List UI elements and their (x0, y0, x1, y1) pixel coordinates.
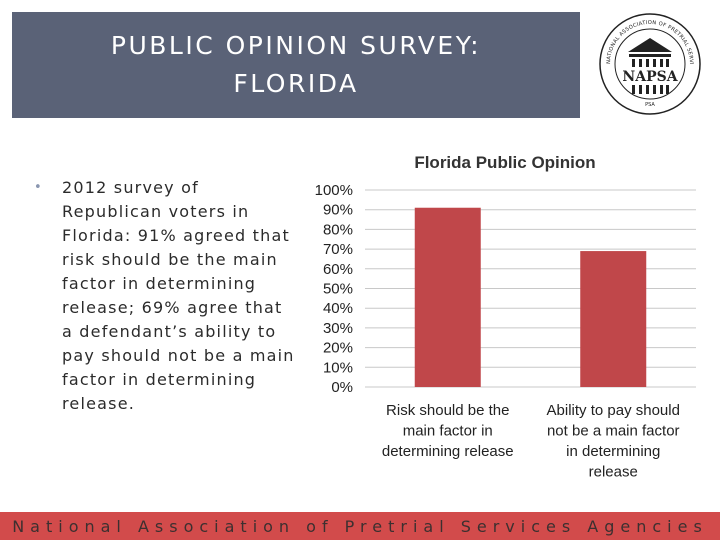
x-tick-label: release (589, 464, 638, 481)
y-tick-label: 30% (323, 320, 353, 337)
bullet-text: 2012 survey of Republican voters in Flor… (62, 178, 295, 413)
x-tick-label: Ability to pay should (547, 402, 680, 419)
footer-bar: National Association of Pretrial Service… (0, 512, 720, 540)
x-tick-label: Risk should be the (386, 402, 509, 419)
y-tick-label: 60% (323, 261, 353, 278)
bar-chart: Florida Public Opinion 0% 10% 20% 30% 40% 50% 6… (315, 153, 696, 481)
chart-title: Florida Public Opinion (414, 153, 595, 172)
y-tick-label: 0% (331, 379, 353, 396)
x-tick-label: main factor in (403, 423, 493, 440)
y-tick-label: 100% (315, 182, 353, 199)
footer-text: National Association of Pretrial Service… (12, 516, 708, 536)
y-tick-label: 80% (323, 221, 353, 238)
title-banner: PUBLIC OPINION SURVEY: FLORIDA (12, 12, 580, 118)
logo-wordmark: NAPSA (622, 69, 678, 85)
x-tick-label: not be a main factor (547, 423, 680, 440)
page-title-line-1: PUBLIC OPINION SURVEY: (110, 31, 482, 60)
bar (414, 207, 481, 387)
bullet-item: • 2012 survey of Republican voters in Fl… (34, 176, 296, 416)
y-tick-label: 50% (323, 281, 353, 298)
y-tick-label: 90% (323, 202, 353, 219)
x-tick-label: in determining (566, 443, 660, 460)
y-tick-label: 10% (323, 359, 353, 376)
napsa-logo: NATIONAL ASSOCIATION OF PRETRIAL SERVICE… (598, 12, 701, 115)
logo-bottom-text: PSA (645, 102, 655, 108)
bullet-icon: • (34, 180, 42, 195)
y-tick-label: 40% (323, 300, 353, 317)
y-tick-label: 70% (323, 241, 353, 258)
bar (580, 251, 647, 387)
y-tick-label: 20% (323, 340, 353, 357)
x-tick-label: determining release (382, 443, 514, 460)
page-title-line-2: FLORIDA (233, 69, 359, 98)
